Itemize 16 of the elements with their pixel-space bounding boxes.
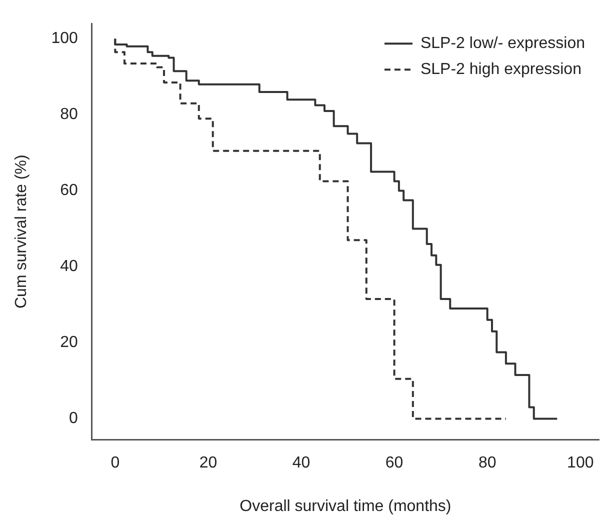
x-tick-label: 40 [292, 454, 310, 472]
x-tick-label: 100 [567, 454, 594, 472]
x-tick-label: 0 [110, 454, 120, 472]
y-tick-label: 40 [60, 258, 78, 276]
y-tick-label: 100 [51, 30, 78, 48]
x-tick-label: 20 [199, 454, 218, 472]
x-tick-label: 80 [478, 454, 496, 472]
x-tick-label: 60 [385, 454, 404, 472]
x-axis-title: Overall survival time (months) [240, 498, 452, 515]
legend-label: SLP-2 high expression [420, 61, 582, 78]
y-tick-label: 80 [60, 106, 78, 124]
y-tick-label: 60 [60, 182, 78, 200]
legend-label: SLP-2 low/- expression [420, 35, 585, 52]
y-tick-label: 20 [60, 334, 78, 352]
y-axis-title: Cum survival rate (%) [13, 154, 30, 309]
y-tick-label: 0 [68, 410, 78, 428]
